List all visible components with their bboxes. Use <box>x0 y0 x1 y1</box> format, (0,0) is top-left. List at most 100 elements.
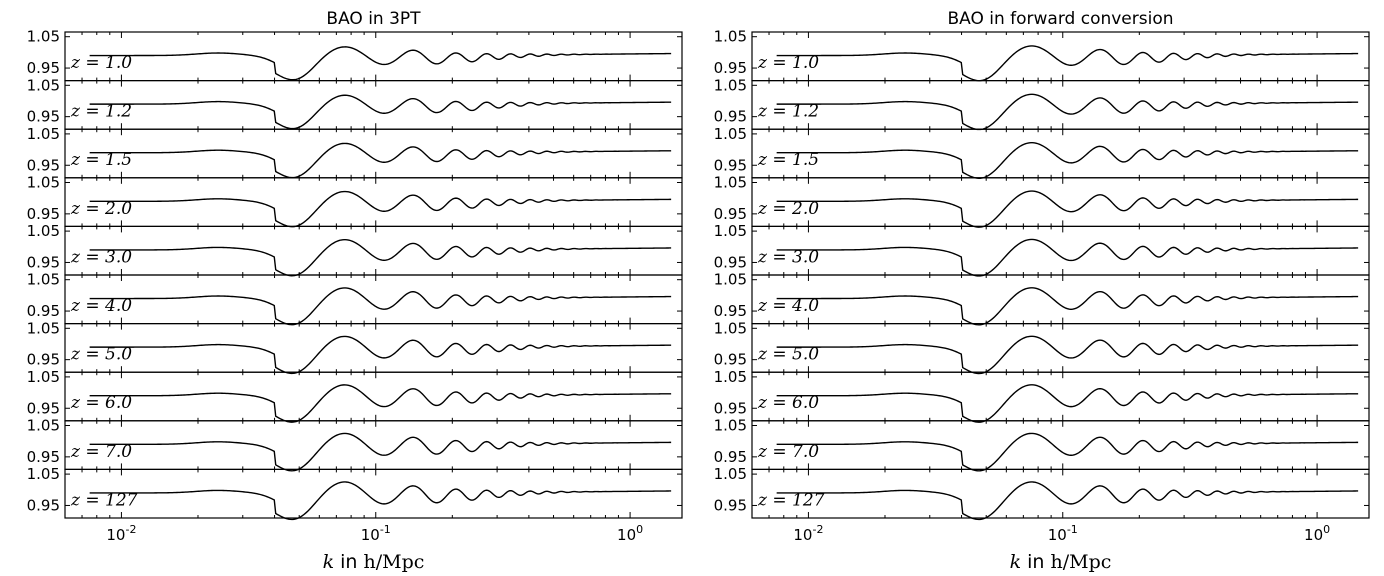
y-tick-label: 0.95 <box>27 496 60 514</box>
y-tick-label: 1.05 <box>27 125 60 143</box>
panel-5: 1.05 0.95 z = 4.0 <box>714 271 1370 326</box>
panel-frame <box>64 371 683 422</box>
panel-frame <box>64 128 683 179</box>
panel-7: 1.05 0.95 z = 6.0 <box>714 368 1370 423</box>
y-tick-label: 1.05 <box>27 76 60 94</box>
bao-curve-4.0 <box>89 287 672 326</box>
y-tick-label: 0.95 <box>714 156 747 174</box>
x-tick-label: 10-2 <box>793 523 823 544</box>
x-tick-label: 10-2 <box>106 523 136 544</box>
redshift-label: z = 1.5 <box>70 150 132 170</box>
y-tick-label: 0.95 <box>27 108 60 126</box>
panel-6: 1.05 0.95 z = 5.0 <box>27 319 683 375</box>
redshift-label: z = 7.0 <box>757 442 819 462</box>
redshift-label: z = 1.2 <box>757 102 819 122</box>
bao-curve-5.0 <box>89 335 672 375</box>
y-tick-label: 0.95 <box>714 302 747 320</box>
bao-curve-2.0 <box>776 190 1359 228</box>
panel-1: 1.05 0.95 z = 1.2 <box>27 76 683 130</box>
y-tick-label: 1.05 <box>714 125 747 143</box>
y-tick-label: 1.05 <box>714 368 747 386</box>
y-tick-label: 0.95 <box>714 351 747 369</box>
panel-frame <box>751 420 1370 470</box>
bao-curve-5.0 <box>776 335 1359 375</box>
y-tick-label: 1.05 <box>714 417 747 435</box>
bao-curve-6.0 <box>776 384 1359 423</box>
redshift-label: z = 127 <box>70 490 138 510</box>
x-tick-label: 100 <box>1304 523 1330 544</box>
x-tick-label: 10-1 <box>1048 523 1078 544</box>
bao-curve-1.2 <box>89 94 672 130</box>
panel-8: 1.05 0.95 z = 7.0 <box>27 417 683 472</box>
panel-9: 1.05 0.95 z = 127 <box>27 465 683 521</box>
x-axis-label: k in h/Mpc <box>323 551 425 573</box>
y-tick-label: 0.95 <box>714 59 747 77</box>
panel-6: 1.05 0.95 z = 5.0 <box>714 319 1370 375</box>
y-tick-label: 0.95 <box>714 399 747 417</box>
redshift-label: z = 127 <box>757 490 825 510</box>
panel-frame <box>64 468 683 519</box>
y-tick-label: 0.95 <box>714 205 747 223</box>
y-tick-label: 0.95 <box>714 496 747 514</box>
panel-frame <box>64 177 683 228</box>
y-tick-label: 0.95 <box>27 205 60 223</box>
x-tick-label: 100 <box>617 523 643 544</box>
chart-title-3pt: BAO in 3PT <box>326 9 421 29</box>
panel-8: 1.05 0.95 z = 7.0 <box>714 417 1370 472</box>
redshift-label: z = 2.0 <box>70 199 132 219</box>
panel-frame <box>64 31 683 82</box>
panel-frame <box>751 128 1370 179</box>
redshift-label: z = 6.0 <box>757 393 819 413</box>
panel-frame <box>64 225 683 276</box>
x-axis-label: k in h/Mpc <box>1010 551 1112 573</box>
chart-3pt: 1.050.95 z = 1.01.050.95 z = 1.21.050.95 z … <box>27 28 683 573</box>
panel-frame <box>751 323 1370 373</box>
bao-curve-1.5 <box>89 142 672 179</box>
bao-curve-4.0 <box>776 287 1359 326</box>
bao-curve-1.0 <box>89 46 672 81</box>
y-tick-label: 1.05 <box>714 465 747 483</box>
panel-2: 1.05 0.95 z = 1.5 <box>27 125 683 179</box>
panel-frame <box>751 371 1370 422</box>
y-tick-label: 1.05 <box>714 76 747 94</box>
bao-curve-1.2 <box>776 93 1359 131</box>
panel-1: 1.05 0.95 z = 1.2 <box>714 76 1370 131</box>
panel-frame <box>64 79 683 130</box>
redshift-label: z = 3.0 <box>70 247 132 267</box>
bao-curve-2.0 <box>89 190 672 228</box>
y-tick-label: 1.05 <box>714 174 747 192</box>
redshift-label: z = 6.0 <box>70 393 132 413</box>
y-tick-label: 1.05 <box>27 222 60 240</box>
panel-3: 1.05 0.95 z = 2.0 <box>27 174 683 228</box>
redshift-label: z = 2.0 <box>757 199 819 219</box>
redshift-label: z = 5.0 <box>757 345 819 365</box>
panel-0: 1.05 0.95 z = 1.0 <box>714 28 1370 82</box>
y-tick-label: 1.05 <box>27 465 60 483</box>
panel-frame <box>751 225 1370 276</box>
panel-3: 1.05 0.95 z = 2.0 <box>714 174 1370 228</box>
y-tick-label: 0.95 <box>27 302 60 320</box>
panel-2: 1.05 0.95 z = 1.5 <box>714 125 1370 180</box>
chart-title-forward-conversion: BAO in forward conversion <box>947 9 1173 29</box>
bao-curve-7.0 <box>89 432 672 472</box>
redshift-label: z = 4.0 <box>757 296 819 316</box>
y-tick-label: 0.95 <box>27 156 60 174</box>
redshift-label: z = 4.0 <box>70 296 132 316</box>
bao-curve-3.0 <box>89 238 672 277</box>
y-tick-label: 1.05 <box>27 28 60 46</box>
y-tick-label: 0.95 <box>714 448 747 466</box>
panel-4: 1.05 0.95 z = 3.0 <box>714 222 1370 277</box>
panel-frame <box>751 31 1370 82</box>
panel-frame <box>64 420 683 470</box>
panel-frame <box>64 274 683 325</box>
redshift-label: z = 1.0 <box>70 53 132 73</box>
chart-forward-conversion: 1.050.95 z = 1.01.050.95 z = 1.21.050.95 z … <box>714 28 1370 573</box>
panel-frame <box>751 274 1370 325</box>
y-tick-label: 1.05 <box>27 174 60 192</box>
panel-7: 1.05 0.95 z = 6.0 <box>27 368 683 423</box>
panel-0: 1.05 0.95 z = 1.0 <box>27 28 683 82</box>
y-tick-label: 1.05 <box>714 319 747 337</box>
bao-curve-1.0 <box>776 45 1359 82</box>
redshift-label: z = 7.0 <box>70 442 132 462</box>
